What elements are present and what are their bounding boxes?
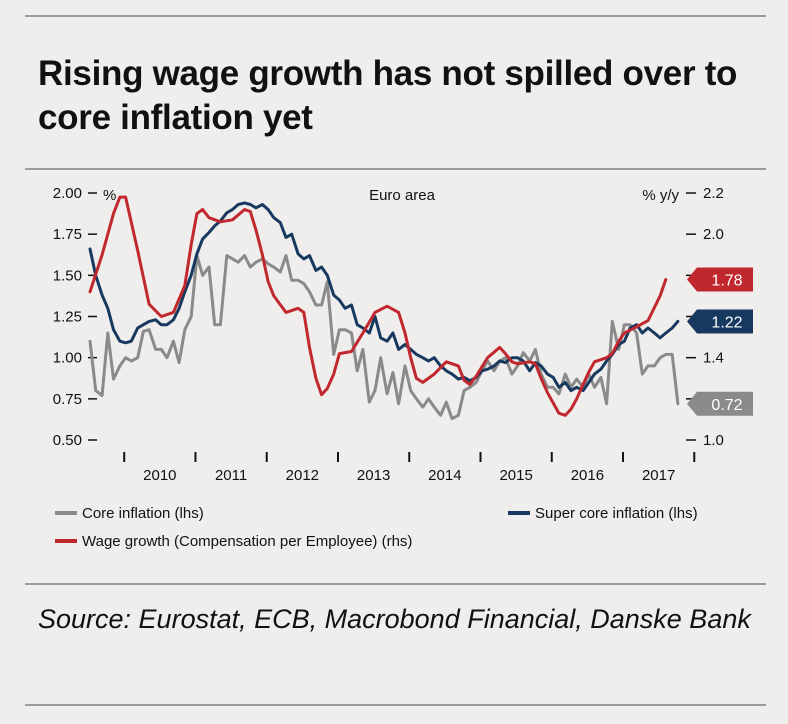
source-note: Source: Eurostat, ECB, Macrobond Financi… — [38, 604, 751, 634]
series-line-wage-growth — [88, 195, 668, 417]
chart-annotation: Euro area — [369, 187, 436, 204]
end-label-value: 0.72 — [711, 397, 742, 414]
x-tick-label: 2013 — [357, 467, 390, 484]
left-tick-label: 0.75 — [53, 391, 82, 408]
left-axis: 2.00 1.75 1.50 1.25 1.00 0.75 0.50 — [53, 185, 97, 449]
right-tick-label: 2.0 — [703, 226, 724, 243]
left-tick-label: 1.75 — [53, 226, 82, 243]
left-tick-label: 1.00 — [53, 350, 82, 367]
end-labels: 0.72 1.22 1.78 — [687, 267, 753, 416]
x-tick-label: 2016 — [571, 467, 604, 484]
series-lines — [88, 195, 680, 421]
right-tick-label: 2.2 — [703, 185, 724, 202]
x-tick-label: 2010 — [143, 467, 176, 484]
bottom-rule — [25, 704, 766, 706]
left-tick-label: 2.00 — [53, 185, 82, 202]
x-tick-label: 2017 — [642, 467, 675, 484]
x-tick-label: 2015 — [499, 467, 532, 484]
legend-label: Core inflation (lhs) — [82, 505, 204, 522]
legend: Core inflation (lhs) Super core inflation… — [55, 505, 698, 550]
x-tick-label: 2014 — [428, 467, 461, 484]
x-tick-label: 2011 — [215, 467, 247, 484]
left-axis-unit: % — [103, 187, 116, 204]
x-axis: 2010 2011 2012 2013 2014 2015 2016 2017 — [123, 452, 696, 484]
legend-label: Wage growth (Compensation per Employee) … — [82, 533, 412, 550]
end-label-value: 1.78 — [711, 272, 742, 289]
end-label-tag — [687, 309, 753, 334]
top-rule — [25, 15, 766, 17]
title-divider — [25, 168, 766, 170]
end-label-tag — [687, 267, 753, 292]
legend-label: Super core inflation (lhs) — [535, 505, 698, 522]
left-tick-label: 0.50 — [53, 432, 82, 449]
end-label-tag — [687, 391, 753, 416]
series-line-core-inflation — [88, 254, 680, 421]
left-tick-label: 1.25 — [53, 309, 82, 326]
chart-divider — [25, 583, 766, 585]
x-tick-label: 2012 — [286, 467, 319, 484]
left-tick-label: 1.50 — [53, 267, 82, 284]
right-tick-label: 1.0 — [703, 432, 724, 449]
chart-title: Rising wage growth has not spilled over … — [38, 54, 738, 137]
right-axis-unit: % y/y — [642, 187, 679, 204]
right-tick-label: 1.4 — [703, 350, 724, 367]
end-label-value: 1.22 — [711, 314, 742, 331]
